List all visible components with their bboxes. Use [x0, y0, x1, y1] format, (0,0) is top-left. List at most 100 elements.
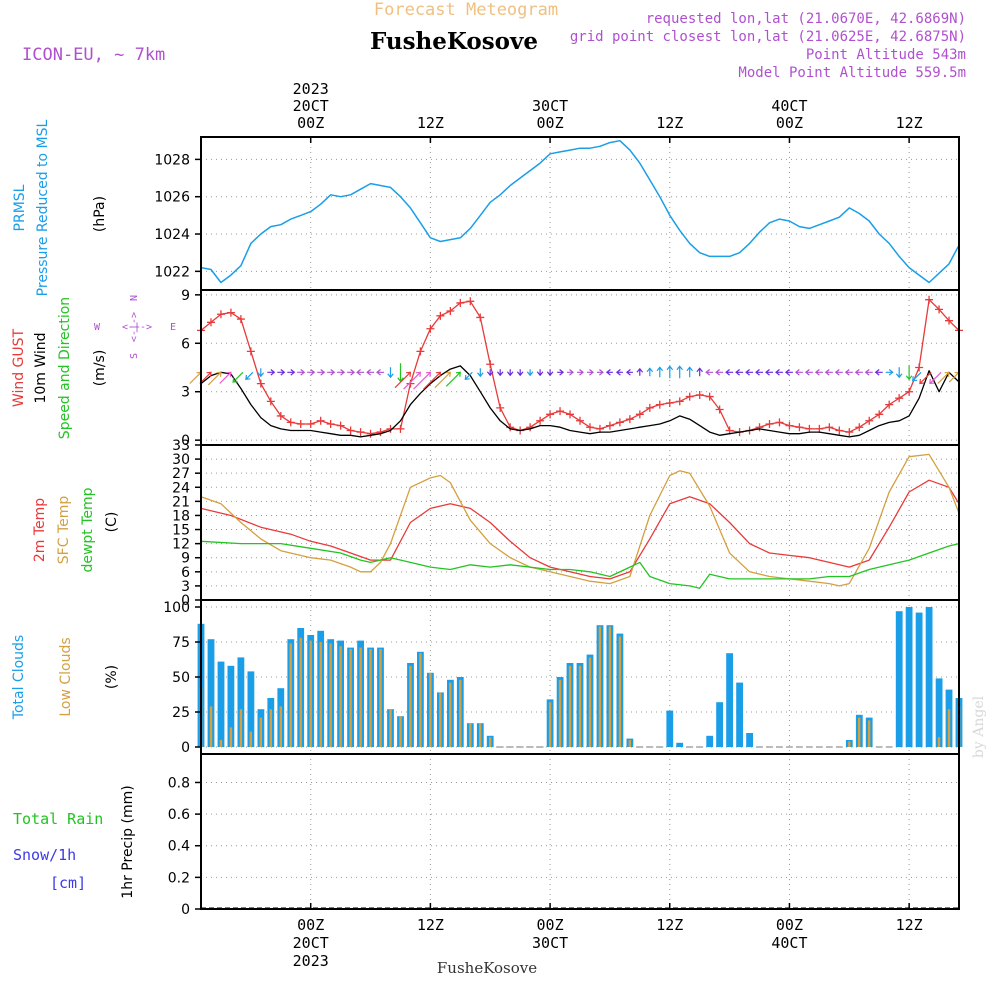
pressure-unit: (hPa): [92, 196, 108, 232]
y-tick-label: 3: [181, 579, 190, 595]
watermark: by Angel: [971, 695, 987, 758]
y-tick-label: 0: [181, 593, 190, 609]
gust-marker: [416, 347, 425, 356]
gust-marker: [466, 297, 475, 306]
y-tick-label: 3: [181, 385, 190, 401]
gust-marker: [256, 379, 265, 388]
gust-marker: [426, 324, 435, 333]
dew-side-label: dewpt Temp: [80, 487, 96, 572]
low-cloud-bar: [429, 672, 432, 747]
y-tick-label: 30: [172, 452, 190, 468]
wind-direction-arrow: [814, 369, 823, 376]
wind-direction-arrow: [207, 371, 222, 386]
wind-direction-arrow: [834, 369, 843, 376]
low-cloud-bar: [489, 737, 492, 747]
wind-direction-arrow: [615, 369, 623, 376]
forecast-label: Forecast Meteogram: [374, 0, 558, 20]
gust-marker: [366, 429, 375, 438]
y-tick-label: 75: [172, 635, 190, 651]
low-cloud-bar: [439, 692, 442, 747]
low-cloud-bar: [868, 720, 871, 747]
y-tick-label: 1026: [154, 190, 190, 206]
wind-direction-arrow: [189, 371, 202, 384]
top-time-label: 12Z: [896, 114, 923, 132]
y-tick-label: 1028: [154, 152, 190, 168]
bottom-time-label: 00Z: [776, 916, 803, 934]
y-tick-label: 6: [181, 336, 190, 352]
precip-unit: 1hr Precip (mm): [120, 785, 136, 898]
wind-speed-line: [200, 365, 960, 438]
gust-marker: [476, 313, 485, 322]
frame-layer: [200, 136, 960, 910]
wind-unit: (m/s): [92, 350, 108, 387]
wind-direction-arrow: [219, 371, 232, 384]
requested-coords: requested lon,lat (21.0670E, 42.6869N): [646, 11, 966, 27]
wind-direction-arrow: [387, 367, 394, 379]
gust-marker: [705, 392, 714, 401]
bottom-time-label: 00Z: [537, 916, 564, 934]
wind-direction-arrow: [854, 369, 863, 376]
y-tick-label: 50: [172, 670, 190, 686]
low-cloud-bar: [329, 643, 332, 747]
gust-marker: [915, 363, 924, 372]
top-time-label: 00Z: [297, 114, 324, 132]
gust-marker: [226, 308, 235, 317]
gust-marker: [526, 423, 535, 432]
clouds-unit: (%): [104, 665, 120, 689]
temp-unit: (C): [104, 512, 120, 533]
total-cloud-bar: [915, 612, 923, 747]
wind-direction-arrow: [307, 369, 316, 376]
y-tick-label: 12: [172, 537, 190, 553]
compass-w: W: [94, 322, 101, 333]
gust-marker: [825, 423, 834, 432]
gust-marker: [406, 379, 415, 388]
y-tick-label: 0.2: [168, 870, 190, 886]
gust-marker: [665, 399, 674, 408]
gust-marker: [316, 416, 325, 425]
wind-direction-arrow: [464, 371, 473, 380]
y-tick-label: 0.4: [168, 839, 190, 855]
gust-marker: [206, 318, 215, 327]
wind-direction-arrow: [557, 369, 565, 376]
gust-marker: [286, 418, 295, 427]
low-cloud-bar: [359, 647, 362, 747]
gust-marker: [625, 415, 634, 424]
wind-direction-arrow: [477, 368, 484, 378]
wind-10m-label: 10m Wind: [33, 332, 49, 403]
panel-frame: [200, 136, 960, 291]
total-cloud-bar: [706, 735, 714, 747]
wind-direction-arrow: [725, 369, 734, 376]
gust-marker: [496, 403, 505, 412]
wind-direction-arrow: [397, 363, 404, 383]
low-cloud-bar: [598, 626, 602, 747]
total-cloud-bar: [217, 661, 225, 747]
gust-marker: [675, 397, 684, 406]
low-cloud-bar: [459, 679, 462, 747]
wind-direction-arrow: [625, 369, 633, 376]
snow-label: Snow/1h: [13, 846, 76, 864]
wind-direction-arrow: [705, 369, 714, 376]
gust-marker: [875, 410, 884, 419]
top-time-label: 00Z: [537, 114, 564, 132]
low-cloud-bar: [309, 640, 312, 747]
wind-direction-arrow: [636, 367, 644, 376]
t2m-side-label: 2m Temp: [32, 498, 48, 562]
gust-marker: [386, 424, 395, 433]
low-cloud-bar: [937, 737, 941, 747]
wind-direction-arrow: [267, 369, 276, 376]
model-label: ICON-EU, ~ 7km: [22, 45, 165, 65]
gust-marker: [945, 316, 954, 325]
wind-direction-arrow: [257, 368, 265, 378]
wind-gust-label: Wind GUST: [11, 328, 27, 407]
gust-marker: [436, 311, 445, 320]
wind-direction-arrow: [686, 366, 693, 378]
y-tick-label: 18: [172, 508, 190, 524]
wind-direction-arrow: [546, 369, 554, 377]
total-cloud-bar: [726, 653, 733, 747]
prmsl-side-label: PRMSL: [12, 184, 28, 231]
gust-marker: [246, 347, 255, 356]
y-tick-label: 100: [163, 600, 190, 616]
wind-direction-arrow: [784, 369, 793, 376]
wind-direction-arrow: [666, 365, 674, 379]
